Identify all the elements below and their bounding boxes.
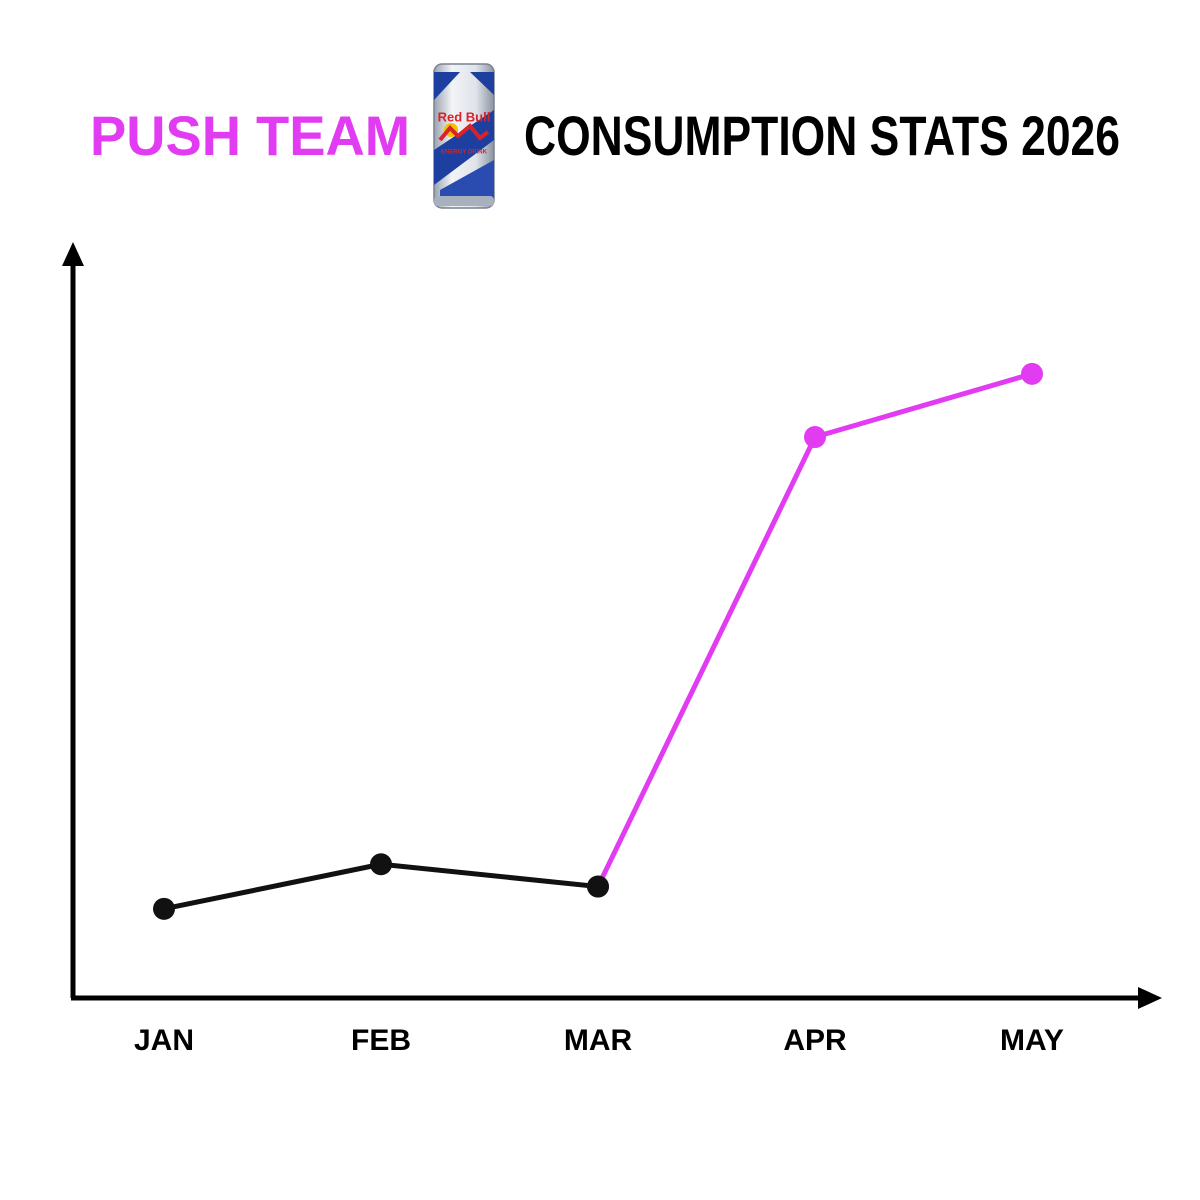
point <box>370 853 392 876</box>
x-tick-label: APR <box>783 1024 847 1057</box>
can-label: Red Bull <box>438 109 491 124</box>
x-tick-label: MAY <box>1000 1024 1064 1057</box>
can-sublabel: ENERGY DRINK <box>441 150 488 156</box>
series-line <box>595 371 1033 888</box>
title-part: CONSUMPTION STATS 2026 <box>524 104 1120 167</box>
can-icon: Red Bull ENERGY DRINK <box>433 63 495 209</box>
x-tick-label: FEB <box>351 1024 411 1057</box>
point <box>1021 362 1043 385</box>
title-part: PUSH TEAM <box>90 104 410 167</box>
point <box>587 875 609 898</box>
point <box>804 426 826 449</box>
x-tick-label: JAN <box>134 1024 194 1057</box>
axes <box>62 242 1162 1009</box>
x-tick-label: MAR <box>564 1024 633 1057</box>
point <box>153 897 175 920</box>
